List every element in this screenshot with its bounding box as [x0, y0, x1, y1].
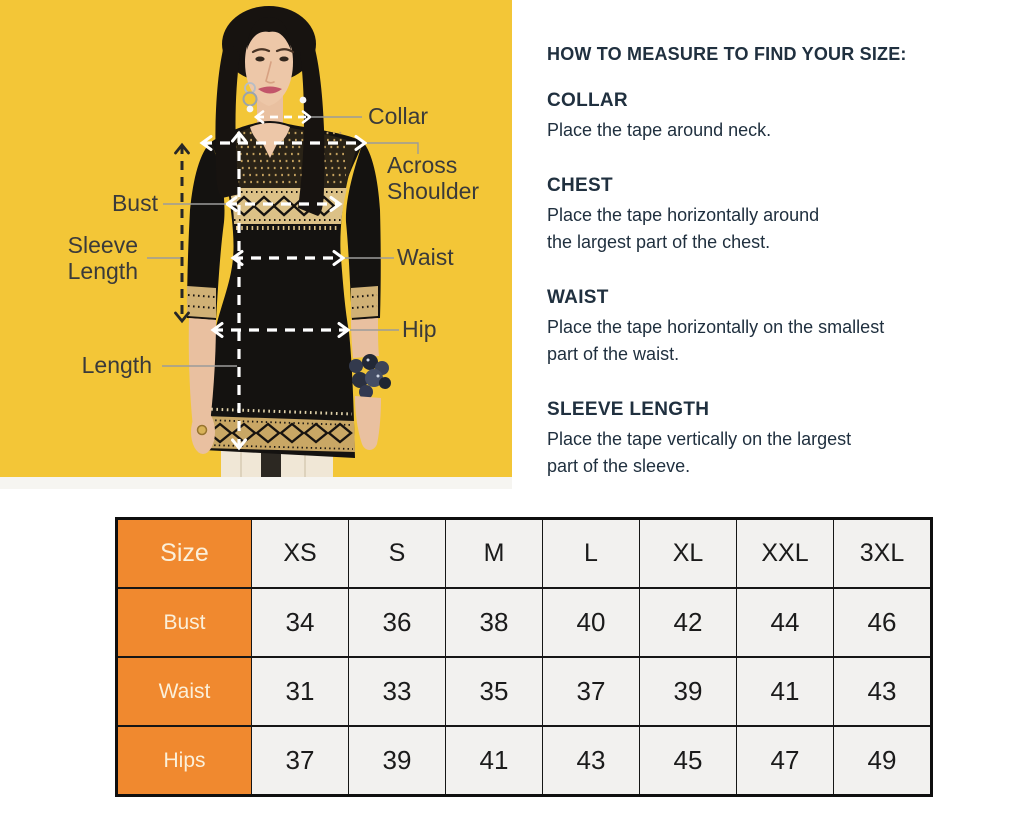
arms-hands: [188, 318, 391, 454]
table-cell: 45: [639, 725, 737, 797]
hair-right: [298, 38, 325, 216]
instruction-sleeve-length: SLEEVE LENGTH Place the tape vertically …: [547, 399, 985, 480]
eyebrows: [251, 48, 295, 54]
label-bust: Bust: [111, 190, 158, 216]
ring: [196, 424, 208, 436]
label-connectors: [147, 116, 419, 367]
table-cell: 36: [348, 587, 446, 658]
table-header-cell: 3XL: [833, 517, 932, 589]
table-header-cell: XS: [251, 517, 349, 589]
cuff-bands: [187, 286, 378, 318]
instruction-collar-body: Place the tape around neck.: [547, 120, 772, 140]
how-to-measure-title: HOW TO MEASURE TO FIND YOUR SIZE:: [547, 44, 907, 64]
table-cell: 35: [445, 656, 543, 727]
instruction-chest: CHEST Place the tape horizontally around…: [547, 175, 985, 256]
label-across-shoulder: Across Shoulder: [387, 152, 480, 204]
instruction-chest-heading: CHEST: [547, 175, 613, 196]
length-line: [231, 130, 247, 451]
instruction-collar: COLLAR Place the tape around neck.: [547, 90, 985, 144]
table-corner-size: Size: [116, 517, 252, 589]
chest-band-pattern: [229, 188, 347, 230]
label-collar: Collar: [368, 103, 429, 129]
left-eye: [255, 56, 265, 62]
table-cell: 34: [251, 587, 349, 658]
table-row-waist: Waist 31 33 35 37 39 41 43: [116, 656, 932, 727]
table-cell: 40: [542, 587, 640, 658]
table-cell: 38: [445, 587, 543, 658]
table-cell: 41: [445, 725, 543, 797]
instruction-waist-heading: WAIST: [547, 287, 609, 308]
table-row-bust: Bust 34 36 38 40 42 44 46: [116, 587, 932, 658]
measurement-lines: [174, 110, 368, 451]
table-header-row: Size XS S M L XL XXL 3XL: [116, 517, 932, 589]
table-row-label: Bust: [116, 587, 252, 658]
table-cell: 44: [736, 587, 834, 658]
table-cell: 49: [833, 725, 932, 797]
instruction-waist: WAIST Place the tape horizontally on the…: [547, 287, 985, 368]
table-header-cell: XL: [639, 517, 737, 589]
table-cell: 39: [639, 656, 737, 727]
table-header-cell: M: [445, 517, 543, 589]
earrings: [242, 82, 307, 113]
panel-bottom-strip: [0, 477, 512, 489]
lips: [258, 86, 282, 94]
instruction-sleeve-length-body: Place the tape vertically on the largest…: [547, 429, 852, 476]
hair-left: [215, 38, 240, 198]
instruction-sleeve-length-heading: SLEEVE LENGTH: [547, 399, 710, 420]
head: [215, 6, 325, 216]
label-sleeve-length: Sleeve Length: [67, 232, 138, 284]
table-cell: 43: [833, 656, 932, 727]
instruction-chest-body: Place the tape horizontally around the l…: [547, 205, 820, 252]
label-waist: Waist: [397, 244, 454, 270]
neckline-notch: [250, 123, 290, 158]
instruction-waist-body: Place the tape horizontally on the small…: [547, 317, 885, 364]
sleeve-length-line: [174, 142, 190, 324]
table-cell: 47: [736, 725, 834, 797]
table-header-cell: L: [542, 517, 640, 589]
shoulder-line: [199, 135, 368, 151]
collar-line: [253, 110, 313, 124]
table-cell: 33: [348, 656, 446, 727]
table-cell: 37: [542, 656, 640, 727]
table-row-label: Hips: [116, 725, 252, 797]
size-diagram-panel: Collar Across Shoulder Bust Sleeve Lengt…: [0, 0, 512, 477]
face: [245, 26, 293, 106]
table-cell: 46: [833, 587, 932, 658]
right-eye: [279, 56, 289, 62]
instruction-collar-heading: COLLAR: [547, 90, 628, 111]
bracelet: [349, 354, 391, 399]
table-cell: 42: [639, 587, 737, 658]
table-header-cell: XXL: [736, 517, 834, 589]
right-sleeve: [345, 142, 381, 320]
table-cell: 37: [251, 725, 349, 797]
label-hip: Hip: [402, 316, 437, 342]
label-length: Length: [81, 352, 152, 378]
table-cell: 39: [348, 725, 446, 797]
model-illustration: [147, 6, 419, 477]
table-header-cell: S: [348, 517, 446, 589]
bust-line: [224, 196, 343, 212]
table-row-label: Waist: [116, 656, 252, 727]
table-cell: 43: [542, 725, 640, 797]
hip-line: [210, 322, 351, 338]
table-cell: 41: [736, 656, 834, 727]
left-sleeve: [187, 142, 225, 320]
nose: [265, 61, 275, 84]
how-to-measure-section: HOW TO MEASURE TO FIND YOUR SIZE: COLLAR…: [547, 44, 985, 511]
size-chart-table: Size XS S M L XL XXL 3XL Bust 34 36 38 4…: [115, 517, 933, 797]
table-row-hips: Hips 37 39 41 43 45 47 49: [116, 725, 932, 797]
hair-front: [247, 17, 291, 50]
table-cell: 31: [251, 656, 349, 727]
